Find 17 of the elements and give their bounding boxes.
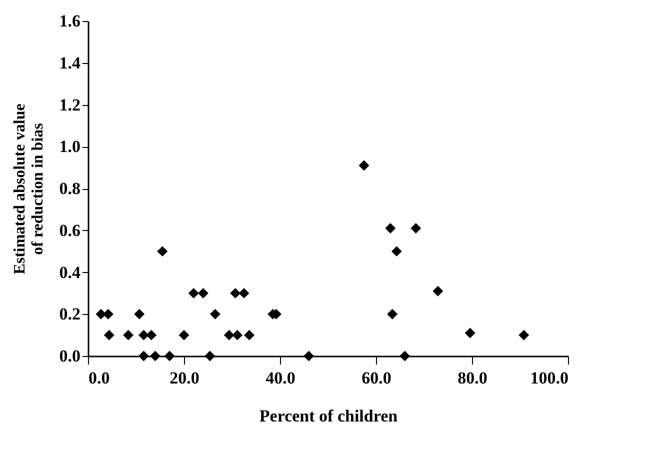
x-tick-label: 0.0 <box>88 368 110 388</box>
x-axis-title: Percent of children <box>259 406 398 426</box>
y-tick-label: 1.0 <box>59 137 80 156</box>
x-tick-label: 60.0 <box>362 368 392 388</box>
y-tick-label: 1.2 <box>59 95 80 114</box>
x-tick-label: 100.0 <box>530 368 568 388</box>
x-tick-label: 20.0 <box>170 368 200 388</box>
y-tick-label: 0.6 <box>59 220 80 240</box>
y-tick-label: 0.8 <box>59 179 80 198</box>
y-tick-label: 0.0 <box>59 346 80 366</box>
y-tick-label: 0.4 <box>59 262 81 282</box>
x-tick-label: 40.0 <box>266 368 296 388</box>
y-tick-label: 0.2 <box>59 304 80 324</box>
y-tick-label: 1.6 <box>59 12 80 30</box>
y-axis-title: Estimated absolute value of reduction in bias <box>11 104 46 274</box>
x-tick-label: 80.0 <box>458 368 488 388</box>
y-tick-label: 1.4 <box>59 53 81 72</box>
